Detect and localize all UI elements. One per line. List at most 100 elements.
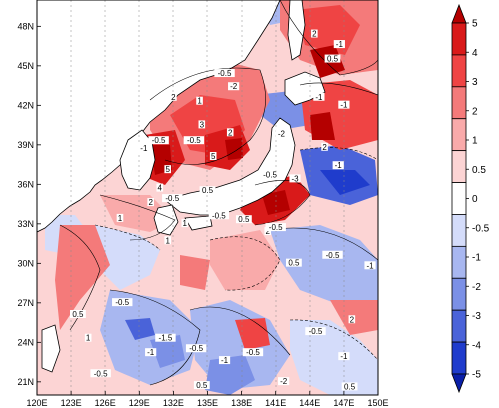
contour-label: 2 [228,128,233,137]
colorbar-label: -0.5 [472,223,490,234]
contour-label-background [332,161,344,170]
contour-label: -0.5 [212,211,226,220]
contour-label: 2 [312,30,317,39]
colorbar-label: 0 [472,194,478,205]
contour-lines [59,0,378,386]
lon-tick-label: 147E [333,398,354,408]
contour-label-background [289,174,301,183]
contour-label-background [112,298,133,307]
colorbar-segment [451,182,467,215]
lat-tick-label: 30N [17,258,34,268]
contour-label: -0.5 [246,348,260,357]
contour-label-background [265,223,286,232]
kyushu-island [153,204,179,236]
lon-tick-label: 129E [129,398,150,408]
latitude-axis: 48N 45N 42N 39N 36N 33N 30N 27N 24N 21N [17,21,41,387]
contour-label: 0.5 [327,55,339,64]
contour-label: -1 [315,93,323,102]
lat-tick-label: 48N [17,21,34,31]
colorbar-segment [451,341,467,375]
contour-label-background [145,348,157,357]
contour-label: 1 [183,219,188,228]
colorbar-label: -3 [472,311,481,322]
contour-label-background [235,215,252,224]
contour-label: -1 [335,161,343,170]
contour-label-background [285,258,302,267]
contour-label-background [162,194,183,203]
colorbar-label: 2 [472,106,478,117]
contour-label: 3 [200,120,205,129]
contour-label-background [181,219,189,228]
colorbar-label: -2 [472,282,481,293]
colorbar-segment [451,309,467,343]
contour-label: 0.5 [288,259,300,268]
contour-label-background [138,144,150,153]
shikoku-island [184,215,213,231]
lat-tick-label: 39N [17,140,34,150]
colorbar-label: 4 [472,48,478,59]
colorbar-segment [451,54,467,88]
contour-label: -0.5 [94,369,108,378]
contour-label: -0.5 [189,344,203,353]
contour-label: -2 [230,82,238,91]
lon-tick-label: 126E [95,398,116,408]
contour-label: 0.5 [344,382,356,391]
colorbar-top-arrow [451,3,467,24]
contour-label: 0.5 [196,381,208,390]
colorbar-label: 3 [472,77,478,88]
contour-label-background [278,377,290,386]
lon-tick-label: 123E [61,398,82,408]
contour-label-background [185,344,207,353]
lat-tick-label: 33N [17,219,34,229]
contour-label-background [90,369,111,378]
contour-label-background [242,348,264,357]
contour-label: -0.5 [218,69,232,78]
contour-label: -1 [340,101,348,110]
contour-label: 2 [350,315,355,324]
contour-label: 1 [165,236,170,245]
lat-tick-label: 21N [17,377,34,387]
contour-label-background [338,100,350,109]
contour-label: -0.5 [269,223,283,232]
contour-label-background [218,356,231,365]
lon-tick-label: 150E [367,398,388,408]
contour-label-background [84,333,92,342]
contour-label-background [305,327,326,336]
contour-label: -1 [221,356,229,365]
contour-label-background [198,120,206,129]
contour-label: -0.5 [115,298,129,307]
lon-tick-label: 132E [163,398,184,408]
contour-label: -1 [336,40,344,49]
contour-label-background [193,381,210,390]
contour-label: -0.5 [309,327,323,336]
colorbar-label: -5 [472,370,481,381]
contour-label: 4 [158,184,163,193]
contour-label-background [324,54,341,63]
contour-label: -0.5 [263,170,277,179]
contour-label: 5 [165,165,170,174]
lon-tick-label: 144E [299,398,320,408]
colorbar-segment [451,86,467,120]
contour-label-background [199,186,216,195]
colorbar-segment [451,245,467,279]
contour-label: 2 [322,143,327,152]
contour-label-background [364,261,376,270]
lon-tick-label: 138E [231,398,252,408]
contour-label: -1 [366,261,374,270]
lat-tick-label: 27N [17,298,34,308]
contour-label: 0.5 [72,310,84,319]
contour-label-background [226,128,234,137]
contour-label-background [196,96,203,105]
contour-label-background [348,315,356,324]
lon-tick-label: 141E [265,398,286,408]
contour-label-background [214,69,235,78]
contour-label-background [148,136,169,145]
taiwan-island [41,324,61,373]
contour-label-background [156,183,164,192]
colorbar-label: -1 [472,253,481,264]
contour-label-background [259,170,281,179]
contour-label-background [164,236,172,245]
contour-label: 1 [118,214,123,223]
contour-label: -1 [340,352,348,361]
colorbar-label: -4 [472,340,481,351]
